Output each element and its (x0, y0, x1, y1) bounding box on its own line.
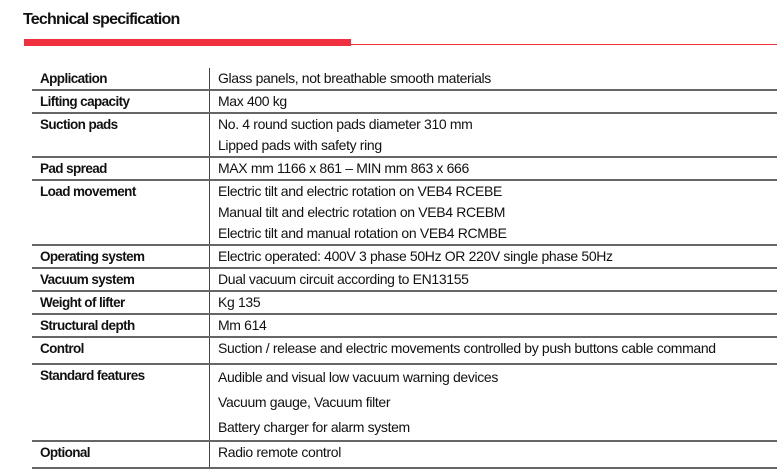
spec-row: Operating system Electric operated: 400V … (32, 245, 777, 268)
spec-row: Weight of lifter Kg 135 (32, 291, 777, 314)
spec-value-line: No. 4 round suction pads diameter 310 mm (218, 114, 777, 135)
spec-label: Control (32, 337, 210, 364)
spec-value-line: Electric tilt and electric rotation on V… (218, 181, 777, 202)
spec-value-line: MAX mm 1166 x 861 – MIN mm 863 x 666 (218, 158, 777, 179)
spec-value: MAX mm 1166 x 861 – MIN mm 863 x 666 (210, 157, 777, 180)
spec-label: Structural depth (32, 314, 210, 337)
spec-table: Application Glass panels, not breathable … (32, 68, 777, 469)
spec-row: Lifting capacity Max 400 kg (32, 90, 777, 113)
spec-value-line: Lipped pads with safety ring (218, 135, 777, 156)
spec-value: Kg 135 (210, 291, 777, 314)
spec-value: Suction / release and electric movements… (210, 337, 777, 364)
spec-value-line: Audible and visual low vacuum warning de… (218, 365, 777, 390)
spec-value: Electric operated: 400V 3 phase 50Hz OR … (210, 245, 777, 268)
spec-label: Vacuum system (32, 268, 210, 291)
spec-row: Optional Radio remote control (32, 441, 777, 468)
spec-value: Max 400 kg (210, 90, 777, 113)
spec-label: Operating system (32, 245, 210, 268)
spec-value-line: Electric operated: 400V 3 phase 50Hz OR … (218, 246, 777, 267)
section-title: Technical specification (23, 11, 179, 29)
spec-value: Mm 614 (210, 314, 777, 337)
spec-row: Vacuum system Dual vacuum circuit accordi… (32, 268, 777, 291)
spec-row: Pad spread MAX mm 1166 x 861 – MIN mm 863… (32, 157, 777, 180)
spec-value-line: Vacuum gauge, Vacuum filter (218, 390, 777, 415)
spec-value: Glass panels, not breathable smooth mate… (210, 68, 777, 90)
title-divider-line (351, 44, 777, 45)
spec-value-line: Manual tilt and electric rotation on VEB… (218, 202, 777, 223)
spec-label: Weight of lifter (32, 291, 210, 314)
spec-label: Application (32, 68, 210, 90)
spec-value: Electric tilt and electric rotation on V… (210, 180, 777, 245)
spec-value-line: Battery charger for alarm system (218, 415, 777, 440)
spec-row: Load movement Electric tilt and electric … (32, 180, 777, 245)
spec-value-line: Radio remote control (218, 442, 777, 463)
spec-value-line: Max 400 kg (218, 91, 777, 112)
spec-value-line: Mm 614 (218, 315, 777, 336)
spec-value-line: Kg 135 (218, 292, 777, 313)
spec-label: Optional (32, 441, 210, 468)
spec-row: Structural depth Mm 614 (32, 314, 777, 337)
spec-value-line: Glass panels, not breathable smooth mate… (218, 68, 777, 89)
spec-row: Standard features Audible and visual low … (32, 364, 777, 441)
spec-label: Suction pads (32, 113, 210, 157)
spec-label: Lifting capacity (32, 90, 210, 113)
spec-value: Audible and visual low vacuum warning de… (210, 364, 777, 441)
spec-value-line: Suction / release and electric movements… (218, 338, 777, 359)
spec-row: Application Glass panels, not breathable … (32, 68, 777, 90)
spec-label: Load movement (32, 180, 210, 245)
spec-label: Pad spread (32, 157, 210, 180)
spec-row: Control Suction / release and electric mo… (32, 337, 777, 364)
spec-value: Radio remote control (210, 441, 777, 468)
spec-value: No. 4 round suction pads diameter 310 mm… (210, 113, 777, 157)
spec-value: Dual vacuum circuit according to EN13155 (210, 268, 777, 291)
spec-label: Standard features (32, 364, 210, 441)
spec-value-line: Dual vacuum circuit according to EN13155 (218, 269, 777, 290)
spec-value-line: Electric tilt and manual rotation on VEB… (218, 223, 777, 244)
title-accent-bar (24, 39, 351, 46)
